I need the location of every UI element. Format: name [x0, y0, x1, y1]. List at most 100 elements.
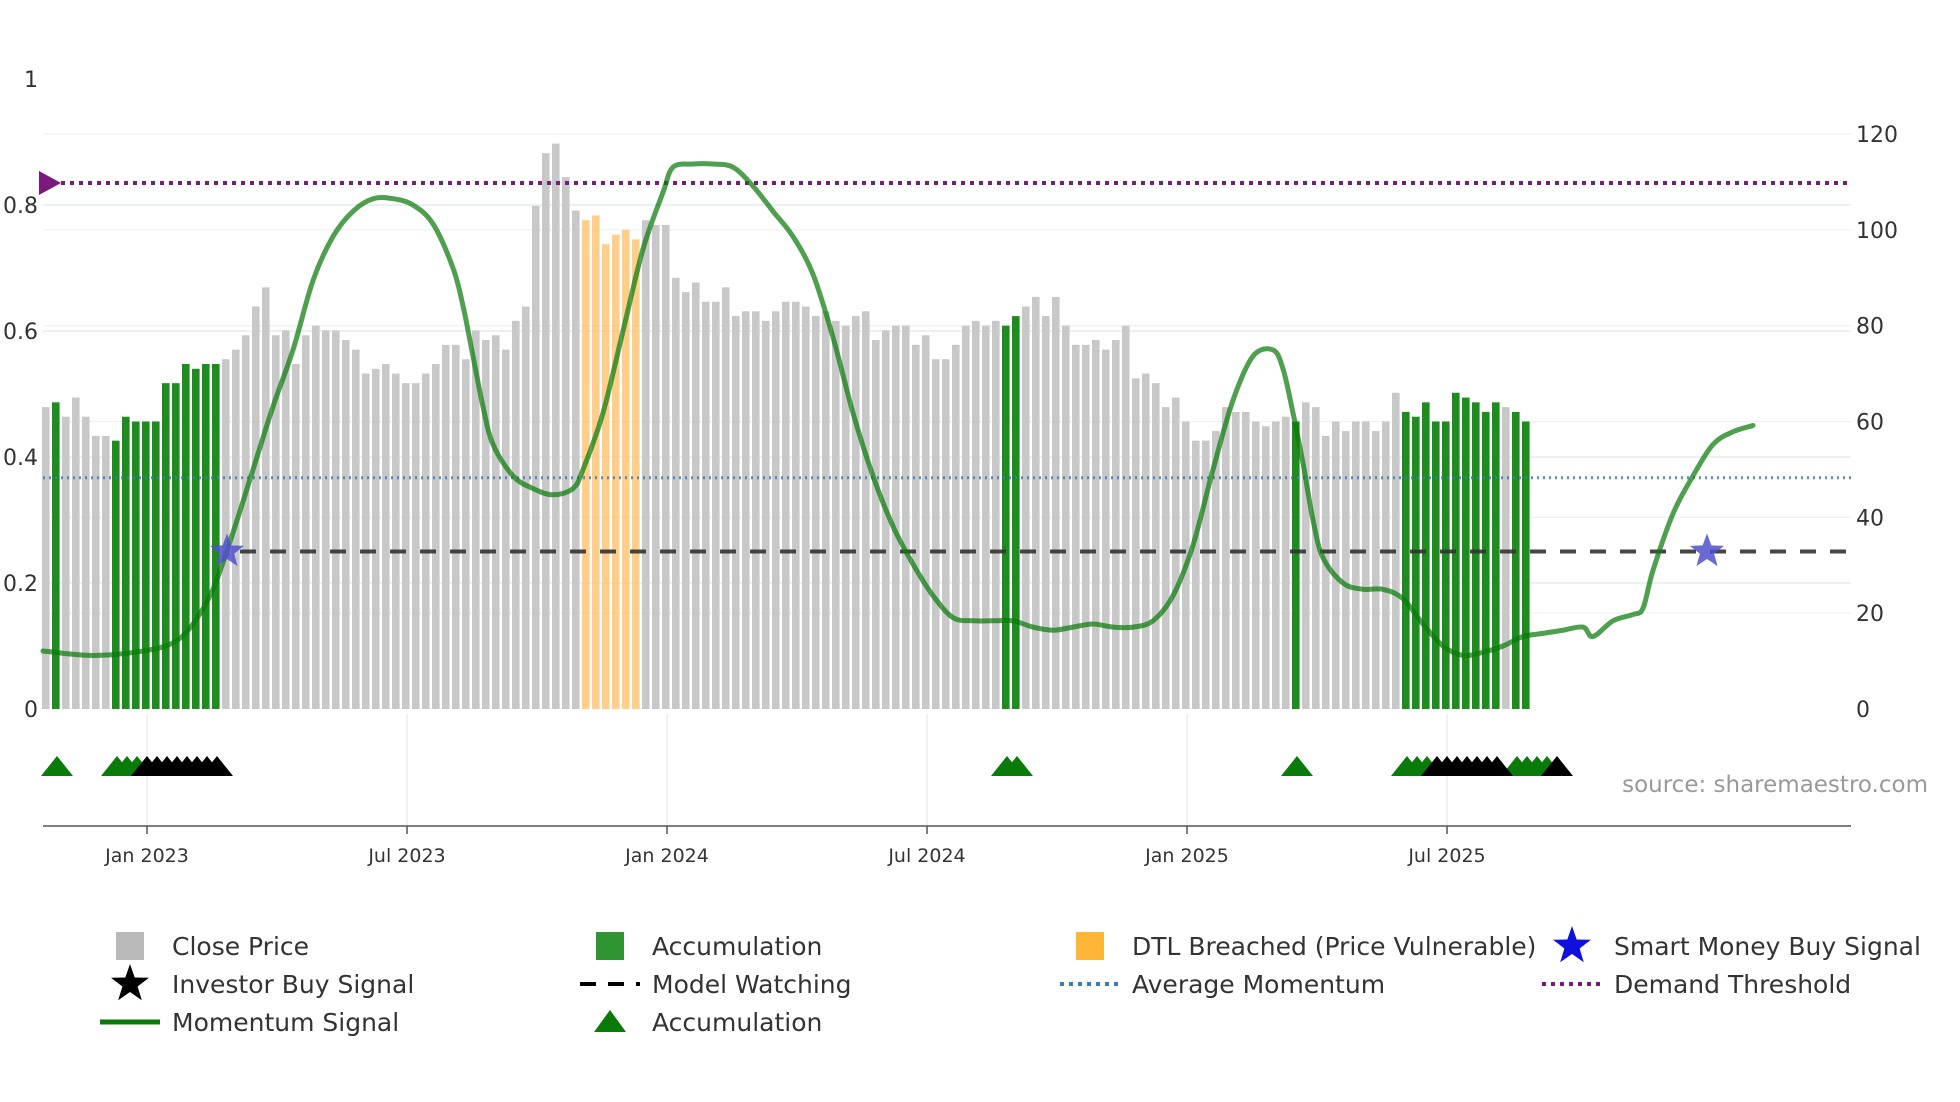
close-price-bar: [562, 177, 570, 709]
close-price-bar: [1142, 373, 1150, 709]
accumulation-bar: [1012, 316, 1020, 709]
dtl-breached-bar: [592, 215, 600, 710]
close-price-bar: [662, 225, 670, 709]
smart-money-buy-star: [209, 533, 245, 567]
close-price-bar: [702, 301, 710, 709]
close-price-bar: [572, 210, 580, 709]
bars: [42, 143, 1530, 710]
close-price-bar: [1502, 407, 1510, 709]
close-price-bar: [982, 325, 990, 709]
accumulation-bar: [1002, 325, 1010, 709]
accumulation-bar: [1472, 402, 1480, 709]
close-price-bar: [922, 335, 930, 709]
close-price-bar: [292, 364, 300, 709]
close-price-bar: [392, 373, 400, 709]
accumulation-bar: [152, 421, 160, 709]
close-price-bar: [862, 311, 870, 709]
close-price-bar: [822, 311, 830, 709]
close-price-bar: [1152, 383, 1160, 709]
investor-buy-triangle: [1481, 756, 1513, 776]
close-price-bar: [722, 287, 730, 709]
close-price-bar: [532, 205, 540, 709]
close-price-bar: [712, 301, 720, 709]
demand-threshold-marker: [39, 170, 61, 195]
close-price-bar: [1352, 421, 1360, 709]
y-right-tick-label: 100: [1856, 219, 1898, 244]
close-price-bar: [352, 349, 360, 709]
y-right-tick-label: 40: [1856, 506, 1884, 531]
accumulation-triangle: [1281, 756, 1313, 776]
close-price-bar: [952, 344, 960, 709]
accumulation-bar: [1442, 421, 1450, 709]
close-price-bar: [522, 306, 530, 709]
legend-swatch-star: [1553, 926, 1591, 963]
markers: [41, 533, 1725, 776]
accumulation-bar: [1292, 421, 1300, 709]
close-price-bar: [852, 316, 860, 709]
close-price-bar: [72, 397, 80, 709]
close-price-bar: [672, 277, 680, 709]
y-left-tick-label: 1: [24, 68, 38, 93]
close-price-bar: [482, 340, 490, 709]
close-price-bar: [1132, 378, 1140, 709]
close-price-bar: [1052, 296, 1060, 709]
close-price-bar: [62, 416, 70, 709]
source-label: source: sharemaestro.com: [1622, 772, 1928, 798]
close-price-bar: [992, 320, 1000, 709]
accumulation-bar: [212, 364, 220, 709]
close-price-bar: [242, 335, 250, 709]
accumulation-bar: [1512, 411, 1520, 709]
close-price-bar: [222, 359, 230, 709]
x-tick-label: Jul 2024: [887, 845, 965, 867]
x-tick-label: Jan 2024: [624, 845, 709, 867]
accumulation-bar: [1482, 411, 1490, 709]
close-price-bar: [1282, 416, 1290, 709]
close-price-bar: [682, 292, 690, 709]
legend-swatch-triangle: [594, 1010, 626, 1032]
close-price-bar: [692, 282, 700, 709]
close-price-bar: [442, 344, 450, 709]
close-price-bar: [382, 364, 390, 709]
close-price-bar: [1032, 296, 1040, 709]
close-price-bar: [1382, 421, 1390, 709]
accumulation-bar: [1522, 421, 1530, 709]
close-price-bar: [1112, 340, 1120, 709]
close-price-bar: [762, 320, 770, 709]
dtl-breached-bar: [602, 244, 610, 710]
accumulation-bar: [1462, 397, 1470, 709]
close-price-bar: [1062, 325, 1070, 709]
y-left-tick-label: 0.4: [3, 446, 38, 471]
close-price-bar: [102, 435, 110, 709]
close-price-bar: [272, 335, 280, 709]
smart-money-buy-star: [1689, 533, 1725, 567]
y-right-tick-label: 20: [1856, 602, 1884, 627]
accumulation-bar: [1432, 421, 1440, 709]
legend-swatch-square: [1076, 932, 1104, 960]
close-price-bar: [1272, 421, 1280, 709]
close-price-bar: [782, 301, 790, 709]
close-price-bar: [932, 359, 940, 709]
accumulation-bar: [1492, 402, 1500, 709]
close-price-bar: [252, 306, 260, 709]
close-price-bar: [652, 225, 660, 709]
y-right-tick-label: 80: [1856, 315, 1884, 340]
legend-label: Close Price: [172, 932, 309, 961]
accumulation-bar: [182, 364, 190, 709]
close-price-bar: [732, 316, 740, 709]
close-price-bar: [1232, 411, 1240, 709]
accumulation-bar: [142, 421, 150, 709]
close-price-bar: [322, 330, 330, 709]
accumulation-bar: [52, 402, 60, 709]
close-price-bar: [1372, 431, 1380, 709]
close-price-bar: [642, 220, 650, 709]
close-price-bar: [92, 435, 100, 709]
accumulation-bar: [1412, 416, 1420, 709]
close-price-bar: [1202, 440, 1210, 709]
y-left-tick-label: 0.2: [3, 572, 38, 597]
legend-label: Momentum Signal: [172, 1008, 399, 1037]
close-price-bar: [312, 325, 320, 709]
close-price-bar: [552, 143, 560, 710]
close-price-bar: [1192, 440, 1200, 709]
close-price-bar: [892, 325, 900, 709]
legend-label: Model Watching: [652, 970, 852, 999]
